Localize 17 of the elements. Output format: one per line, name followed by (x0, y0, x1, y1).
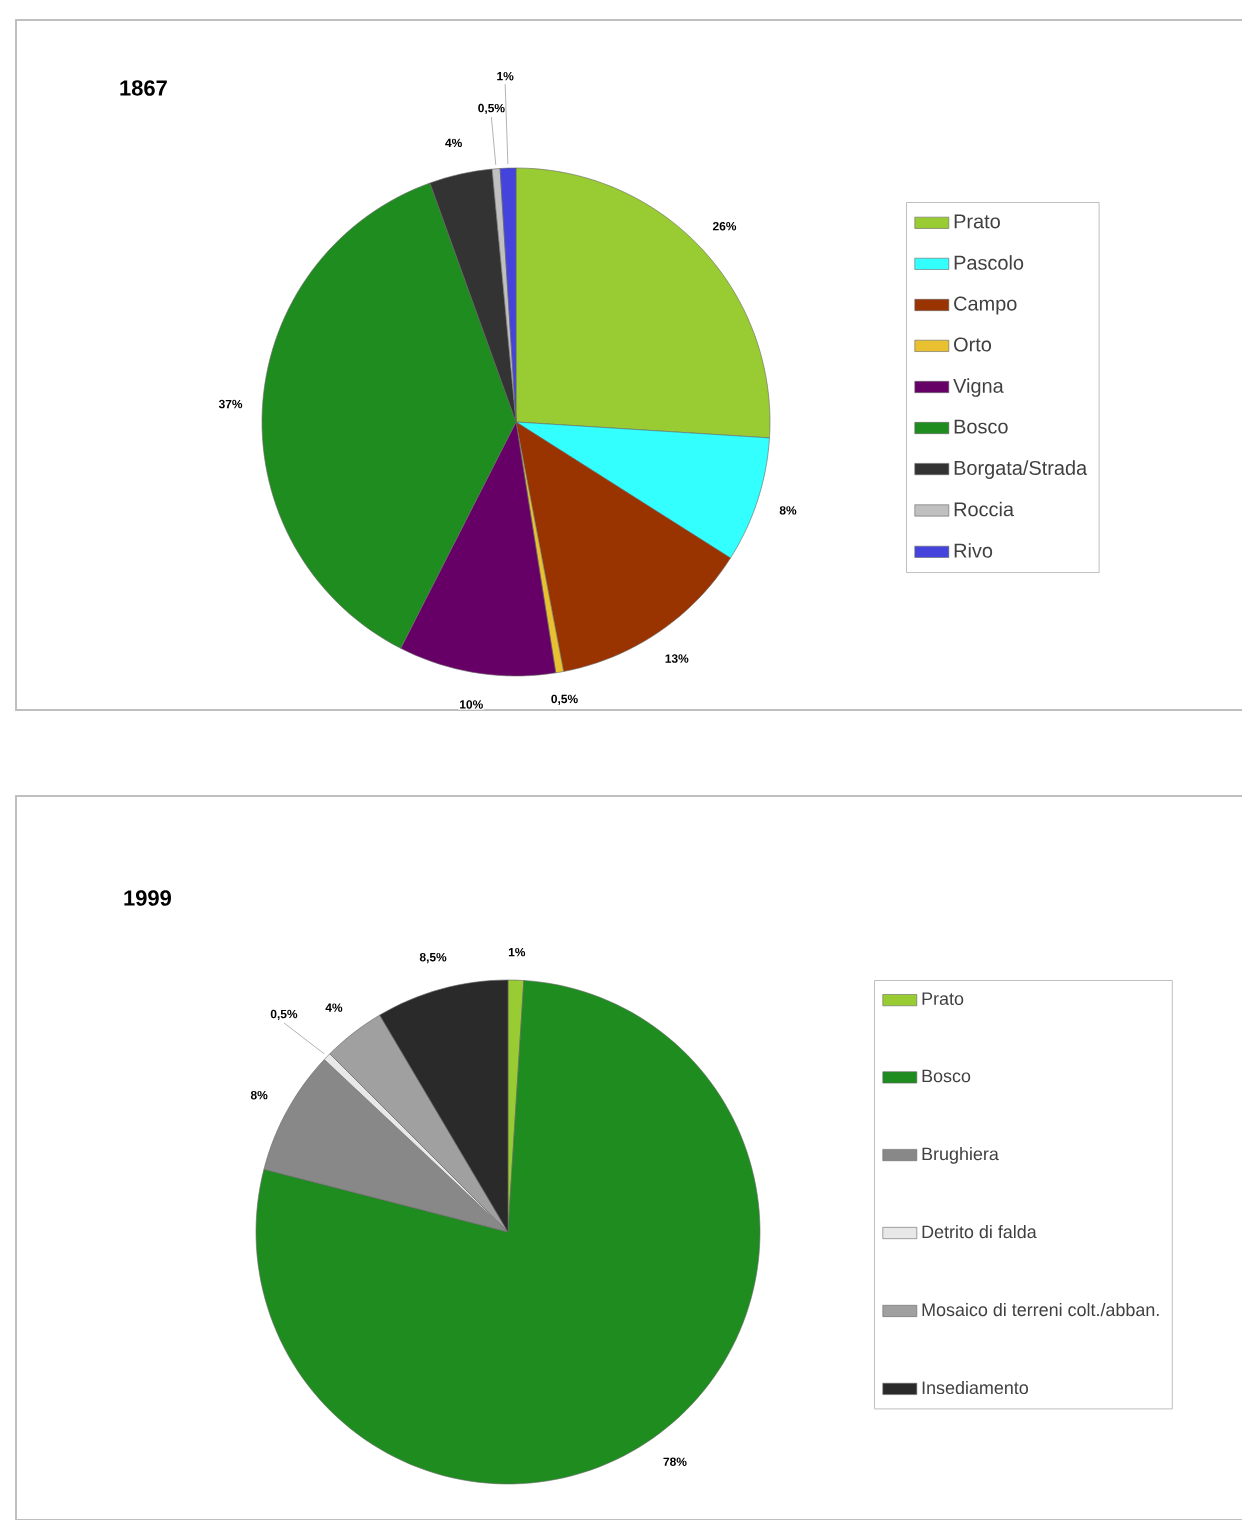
legend-label: Bosco (922, 1069, 971, 1083)
legend-label: Prato (922, 992, 964, 1005)
legend-label: Mosaico di terreni colt./abban. (922, 1302, 1159, 1317)
legend-label: Detrito di falda (922, 1225, 1037, 1239)
legend-label: Orto (954, 337, 992, 352)
legend-label: Bosco (954, 419, 1008, 434)
legend-label: Pascolo (954, 255, 1024, 270)
legend-label: Campo (954, 296, 1017, 315)
legend-label: Insediamento (922, 1380, 1029, 1395)
legend-label: Vigna (953, 378, 1004, 397)
legend-label: Borgata/Strada (954, 460, 1088, 479)
legend-label: Prato (954, 214, 1000, 229)
legend-label: Rivo (954, 543, 993, 558)
chart-title: 1999 (124, 890, 171, 906)
chart-title: 1867 (120, 80, 167, 96)
legend-label: Roccia (954, 501, 1015, 517)
legend-label: Brughiera (922, 1147, 999, 1164)
